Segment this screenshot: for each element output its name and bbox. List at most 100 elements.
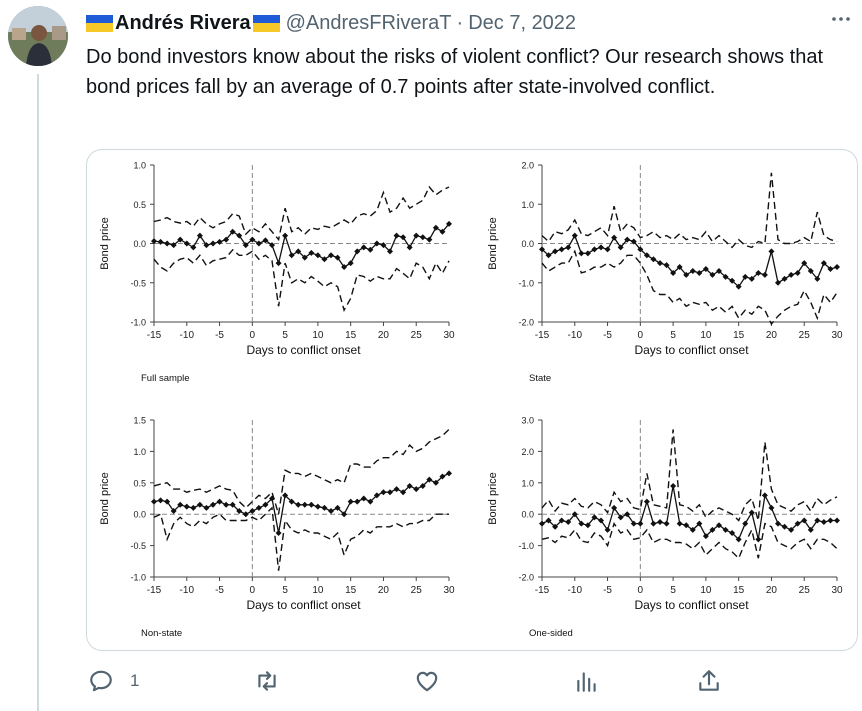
estimate-point [643, 498, 650, 505]
estimate-point [334, 254, 341, 261]
estimate-point [236, 508, 243, 515]
estimate-point [288, 252, 295, 259]
estimate-point [354, 498, 361, 505]
estimate-point [716, 522, 722, 529]
estimate-point [367, 246, 374, 253]
ukraine-flag-icon [252, 14, 280, 32]
estimate-point [702, 533, 709, 540]
x-tick-label: 15 [733, 585, 745, 596]
estimate-point [269, 242, 275, 249]
estimate-point [360, 495, 367, 502]
x-axis-label: Days to conflict onset [634, 343, 749, 357]
estimate-point [406, 482, 413, 489]
chart-panel: 1.0 0.5 0.0 -0.5 -1.0-15 -10 -5 0 5 10 15 20 25 30 Day… [99, 161, 455, 385]
estimate-point [413, 486, 420, 493]
estimate-point [565, 244, 572, 251]
x-tick-label: 30 [443, 585, 455, 596]
views-button[interactable] [574, 668, 600, 694]
estimate-point [768, 248, 775, 255]
estimate-point [157, 238, 164, 245]
estimate-point [301, 501, 308, 508]
x-tick-label: 5 [670, 585, 676, 596]
y-tick-label: -2.0 [518, 318, 534, 328]
x-axis-label: Days to conflict onset [246, 598, 361, 612]
author-handle[interactable]: @AndresFRiveraT [285, 11, 452, 34]
estimate-point [696, 520, 703, 527]
x-tick-label: 5 [282, 330, 288, 341]
x-tick-label: 30 [443, 330, 455, 341]
estimate-point [578, 250, 585, 257]
avatar-photo [8, 6, 68, 66]
avatar[interactable] [8, 6, 68, 66]
y-tick-label: 0.0 [521, 239, 534, 249]
ellipsis-icon [832, 17, 850, 21]
like-button[interactable] [414, 668, 440, 694]
estimate-point [400, 234, 407, 241]
estimate-point [426, 236, 433, 243]
estimate-point [275, 530, 282, 537]
y-tick-label: 0.0 [521, 510, 534, 520]
estimate-point [183, 240, 190, 247]
tweet-date[interactable]: Dec 7, 2022 [468, 11, 577, 34]
estimate-point [794, 269, 801, 276]
estimate-point [716, 267, 722, 274]
estimate-point [419, 234, 426, 241]
x-tick-label: 25 [411, 330, 423, 341]
y-tick-label: 0.0 [133, 239, 146, 249]
thread-line [37, 74, 39, 711]
estimate-point [794, 520, 801, 527]
estimate-point [255, 240, 262, 247]
estimate-point [630, 520, 637, 527]
author-name[interactable]: Andrés Rivera [115, 11, 251, 34]
estimate-point [406, 244, 413, 251]
chart-figure: 1.00.50.0-0.5-1.0-15 -10 -5 0 5 10 15 20 25 30Day… [99, 161, 843, 640]
estimate-point [814, 275, 821, 282]
estimate-point [295, 248, 302, 255]
share-button[interactable] [696, 668, 722, 694]
estimate-point [598, 517, 604, 524]
estimate-point [663, 520, 670, 527]
x-tick-label: 20 [378, 585, 390, 596]
estimate-point [637, 520, 644, 527]
reply-icon [90, 670, 112, 692]
tweet-text: Do bond investors know about the risks o… [86, 46, 824, 98]
estimate-line [541, 485, 837, 541]
estimate-point [820, 260, 827, 267]
estimate-point [387, 248, 393, 255]
y-tick-label: 2.0 [521, 447, 534, 457]
estimate-point [775, 520, 781, 527]
estimate-point [446, 220, 452, 227]
estimate-point [177, 236, 184, 243]
estimate-point [210, 501, 216, 508]
reply-button[interactable]: 1 [88, 668, 139, 694]
estimate-point [242, 511, 249, 518]
estimate-point [624, 236, 631, 243]
estimate-point [781, 523, 788, 530]
estimate-point [341, 511, 348, 518]
estimate-point [295, 501, 302, 508]
estimate-point [539, 520, 545, 527]
estimate-point [637, 246, 644, 253]
tweet-media[interactable]: 1.0 0.5 0.0 -0.5 -1.0 -15 -10 -5 0 5 10 15 20 25 30 Day… [86, 149, 858, 651]
more-options-button[interactable] [830, 8, 852, 36]
estimate-point [439, 228, 446, 235]
estimate-point [755, 536, 762, 543]
estimate-point [301, 254, 308, 261]
y-tick-label: -1.0 [130, 318, 146, 328]
x-tick-label: 0 [250, 585, 256, 596]
estimate-point [373, 492, 380, 499]
x-tick-label: 5 [282, 585, 288, 596]
estimate-point [801, 260, 808, 267]
y-tick-label: -0.5 [130, 541, 146, 551]
estimate-point [676, 520, 683, 527]
x-tick-label: 0 [638, 330, 644, 341]
estimate-point [834, 264, 840, 271]
estimate-point [676, 264, 683, 271]
lower-ci-line [541, 522, 838, 560]
lower-ci-line [541, 249, 838, 326]
retweet-button[interactable] [254, 668, 280, 694]
estimate-point [735, 283, 742, 290]
estimate-point [709, 526, 716, 533]
estimate-point [650, 256, 657, 263]
upper-ci-line [541, 172, 838, 249]
